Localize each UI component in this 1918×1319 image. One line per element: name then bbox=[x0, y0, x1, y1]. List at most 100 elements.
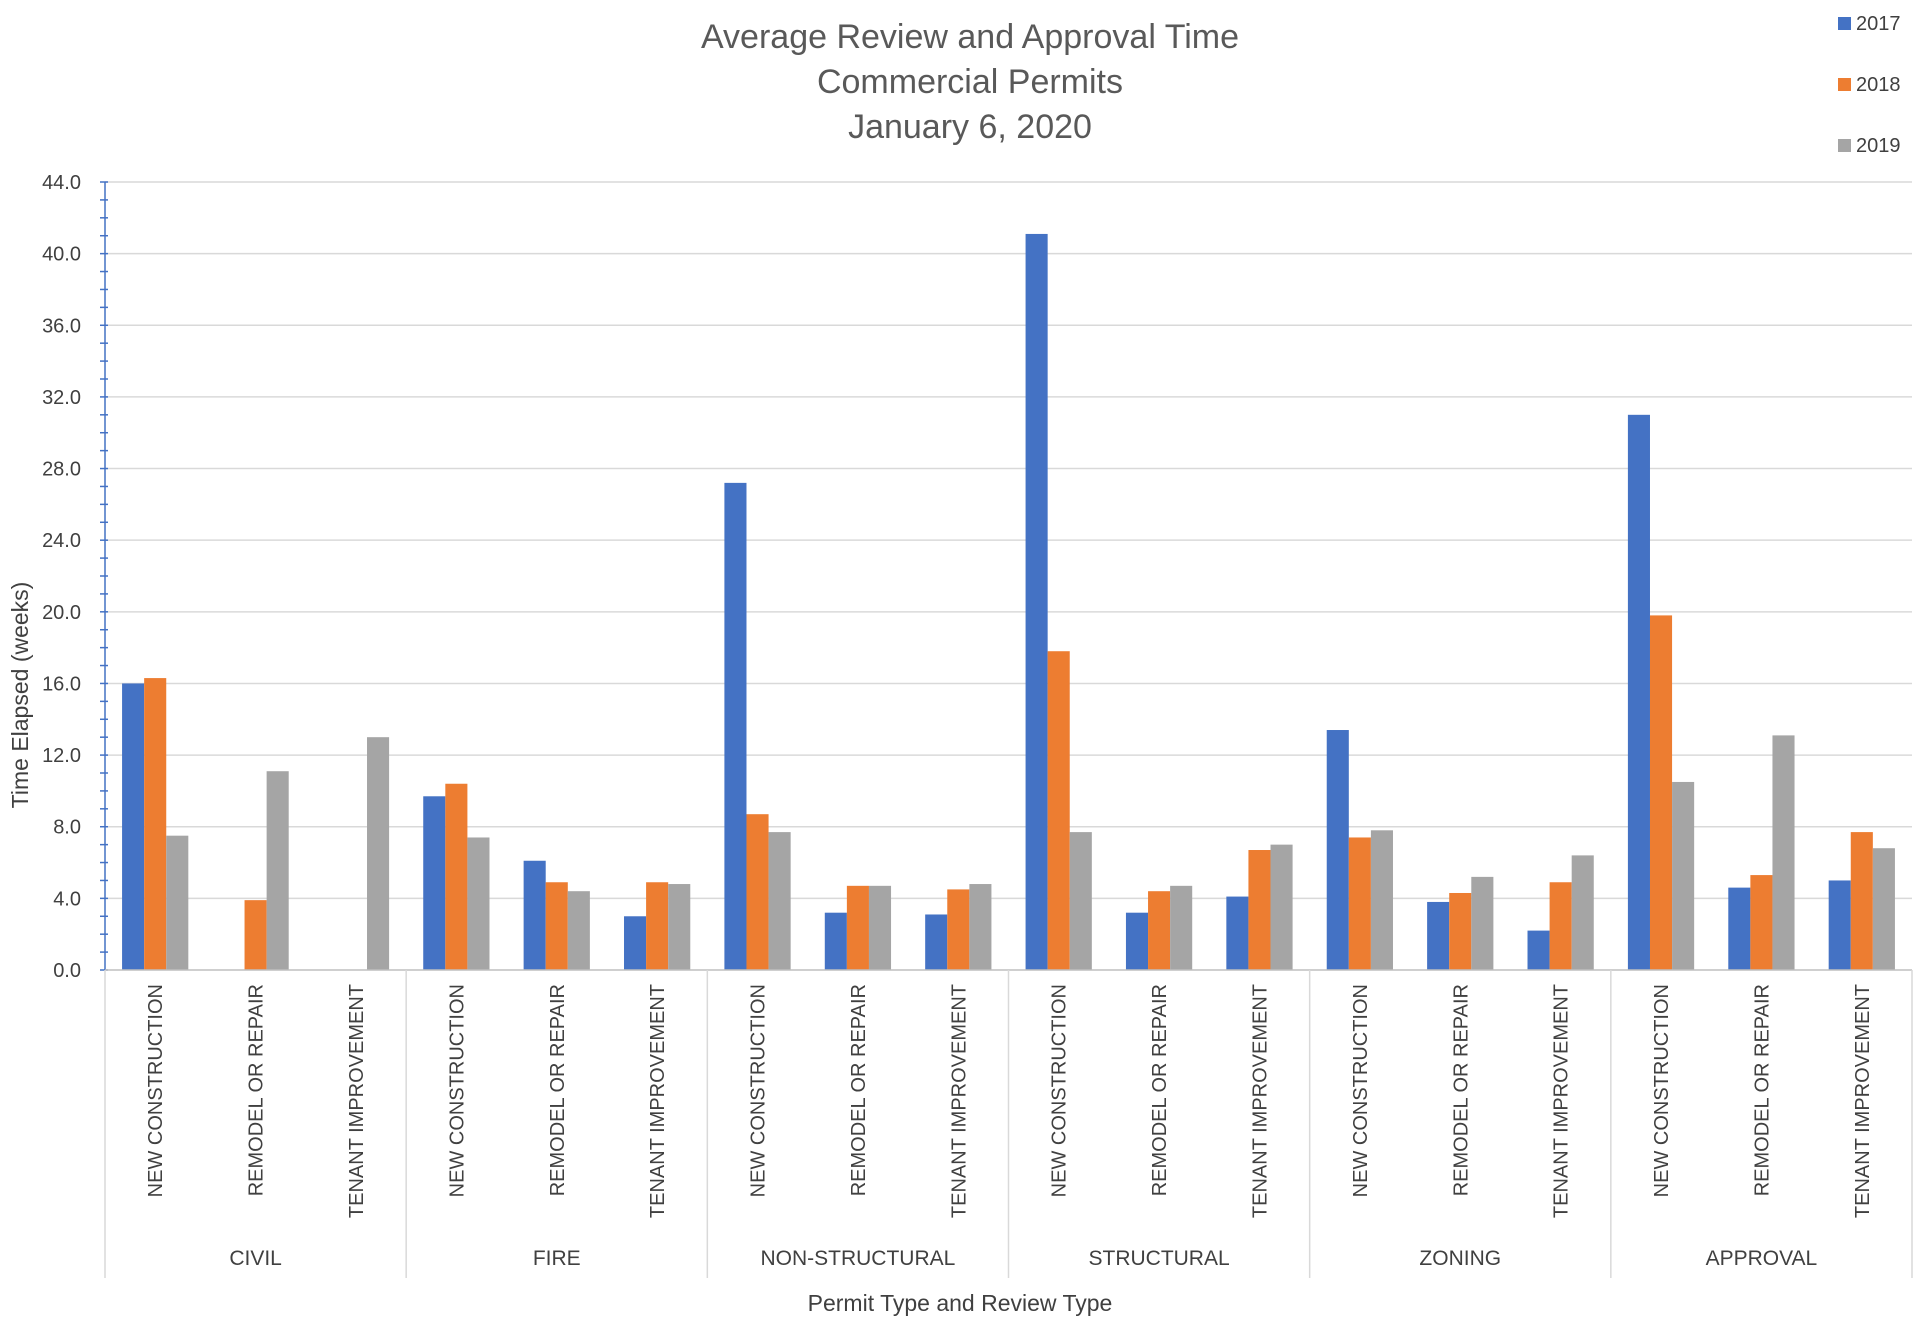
x-category-label: TENANT IMPROVEMENT bbox=[948, 984, 970, 1218]
legend-label: 2017 bbox=[1856, 13, 1901, 35]
bar-2017 bbox=[1828, 880, 1851, 970]
bar-2017 bbox=[1326, 730, 1349, 970]
y-tick-label: 36.0 bbox=[42, 315, 81, 337]
legend-swatch bbox=[1838, 78, 1851, 91]
y-tick-labels: 0.0 4.0 8.0 12.0 16.0 20.0 24.0 28.0 32.0 36.0 40.… bbox=[42, 172, 81, 982]
y-tick-label: 40.0 bbox=[42, 244, 81, 266]
x-category-label: REMODEL OR REPAIR bbox=[1149, 984, 1171, 1196]
chart-title: Average Review and Approval Time Commerc… bbox=[701, 18, 1239, 146]
bar-2018 bbox=[445, 783, 468, 970]
bar-2019 bbox=[1170, 885, 1193, 970]
bar-2019 bbox=[166, 835, 189, 970]
bar-2017 bbox=[1226, 896, 1249, 970]
x-category-labels: NEW CONSTRUCTION REMODEL OR REPAIR TENANT … bbox=[145, 984, 1874, 1218]
x-category-label: TENANT IMPROVEMENT bbox=[647, 984, 669, 1218]
bar-2018 bbox=[846, 885, 869, 970]
x-category-label: TENANT IMPROVEMENT bbox=[1852, 984, 1874, 1218]
bar-2017 bbox=[1025, 233, 1048, 970]
y-tick-label: 8.0 bbox=[53, 817, 81, 839]
x-category-label: REMODEL OR REPAIR bbox=[1751, 984, 1773, 1196]
bar-2018 bbox=[1047, 651, 1070, 970]
bar-2018 bbox=[1148, 891, 1171, 970]
x-category-label: NEW CONSTRUCTION bbox=[748, 984, 770, 1197]
bar-2018 bbox=[1549, 882, 1572, 970]
y-tick-label: 16.0 bbox=[42, 673, 81, 695]
bar-2018 bbox=[947, 889, 970, 970]
bar-2018 bbox=[244, 900, 267, 970]
legend: 2017 2018 2019 bbox=[1838, 13, 1901, 157]
bar-2017 bbox=[423, 796, 446, 970]
x-category-label: NEW CONSTRUCTION bbox=[1049, 984, 1071, 1197]
x-category-label: NEW CONSTRUCTION bbox=[446, 984, 468, 1197]
bar-2019 bbox=[1571, 855, 1594, 970]
bar-2018 bbox=[144, 678, 167, 970]
gridlines bbox=[105, 181, 1912, 900]
bar-2017 bbox=[824, 912, 847, 970]
legend-item-2018: 2018 bbox=[1838, 74, 1901, 96]
bar-2019 bbox=[1471, 876, 1494, 970]
x-group-label: ZONING bbox=[1419, 1247, 1501, 1270]
bar-2019 bbox=[567, 891, 590, 970]
bar-2017 bbox=[523, 860, 546, 970]
bar-2019 bbox=[768, 832, 791, 970]
bar-2019 bbox=[668, 884, 691, 970]
x-category-label: REMODEL OR REPAIR bbox=[246, 984, 268, 1196]
bar-2017 bbox=[1125, 912, 1149, 970]
x-group-label: NON-STRUCTURAL bbox=[760, 1247, 955, 1270]
bar-2017 bbox=[1728, 887, 1751, 970]
legend-item-2019: 2019 bbox=[1838, 135, 1901, 157]
bar-2017 bbox=[1427, 901, 1450, 970]
y-tick-label: 20.0 bbox=[42, 602, 81, 624]
bar-2019 bbox=[1069, 832, 1092, 970]
x-group-label: FIRE bbox=[533, 1247, 581, 1270]
chart-title-line-1: Average Review and Approval Time bbox=[701, 18, 1239, 56]
x-category-label: REMODEL OR REPAIR bbox=[547, 984, 569, 1196]
bar-2017 bbox=[624, 916, 647, 970]
y-axis-title: Time Elapsed (weeks) bbox=[7, 582, 33, 809]
x-category-label: NEW CONSTRUCTION bbox=[145, 984, 167, 1197]
bar-2018 bbox=[646, 882, 669, 970]
bar-2018 bbox=[1649, 615, 1673, 970]
bar-2019 bbox=[1872, 848, 1895, 970]
x-category-label: TENANT IMPROVEMENT bbox=[1551, 984, 1573, 1218]
chart-title-line-3: January 6, 2020 bbox=[848, 108, 1092, 146]
legend-label: 2019 bbox=[1856, 135, 1901, 157]
bar-2019 bbox=[969, 884, 992, 970]
bar-2019 bbox=[367, 737, 390, 970]
y-tick-label: 28.0 bbox=[42, 459, 81, 481]
y-tick-label: 32.0 bbox=[42, 387, 81, 409]
bar-2017 bbox=[1527, 930, 1550, 970]
x-category-label: TENANT IMPROVEMENT bbox=[346, 984, 368, 1218]
x-category-label: NEW CONSTRUCTION bbox=[1350, 984, 1372, 1197]
bar-2018 bbox=[746, 814, 769, 970]
x-axis-title: Permit Type and Review Type bbox=[808, 1290, 1113, 1316]
bar-2017 bbox=[925, 914, 948, 970]
x-group-label: STRUCTURAL bbox=[1088, 1247, 1229, 1270]
bars bbox=[122, 233, 1895, 970]
bar-2019 bbox=[1270, 844, 1293, 970]
legend-swatch bbox=[1838, 17, 1851, 30]
bar-2019 bbox=[1672, 781, 1695, 970]
bar-2019 bbox=[467, 837, 490, 970]
legend-swatch bbox=[1838, 139, 1851, 152]
y-tick-label: 44.0 bbox=[42, 172, 81, 194]
bar-2018 bbox=[1348, 837, 1371, 970]
bar-2017 bbox=[724, 482, 747, 970]
x-group-label: APPROVAL bbox=[1706, 1247, 1818, 1270]
x-category-label: REMODEL OR REPAIR bbox=[1450, 984, 1472, 1196]
y-tick-label: 0.0 bbox=[53, 960, 81, 982]
bar-2019 bbox=[1370, 830, 1393, 970]
bar-2019 bbox=[868, 885, 892, 970]
legend-item-2017: 2017 bbox=[1838, 13, 1901, 35]
bar-2017 bbox=[122, 683, 145, 970]
bar-2017 bbox=[1627, 414, 1650, 970]
bar-2019 bbox=[1772, 735, 1795, 970]
bar-2018 bbox=[1750, 875, 1773, 970]
legend-label: 2018 bbox=[1856, 74, 1901, 96]
x-group-labels: CIVIL FIRE NON-STRUCTURAL STRUCTURAL ZONING A… bbox=[104, 970, 1913, 1278]
bar-2018 bbox=[1248, 850, 1271, 970]
y-tick-label: 24.0 bbox=[42, 530, 81, 552]
x-category-label: REMODEL OR REPAIR bbox=[848, 984, 870, 1196]
y-tick-label: 4.0 bbox=[53, 888, 81, 910]
